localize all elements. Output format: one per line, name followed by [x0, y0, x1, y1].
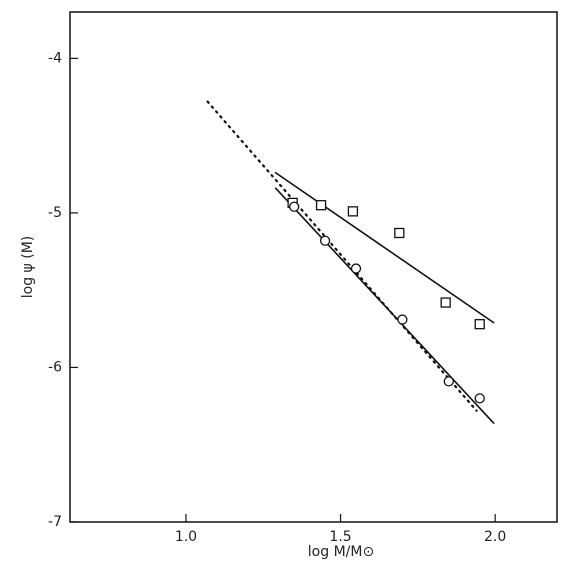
square-point [394, 227, 405, 239]
y-axis-label: log ψ (M) [20, 236, 36, 298]
y-tick-label: -6 [48, 359, 62, 375]
x-tick-label: 1.0 [175, 529, 197, 545]
y-tick-label: -7 [48, 514, 62, 530]
circle-point [350, 263, 362, 274]
fit-line [274, 171, 495, 324]
circle-point [289, 201, 300, 212]
x-tick-label: 2.0 [484, 529, 506, 545]
x-tick-label: 1.5 [329, 529, 351, 545]
square-point [440, 297, 451, 308]
square-point [474, 319, 485, 330]
circle-point [397, 314, 408, 325]
x-axis-label: log M/M⊙ [308, 544, 374, 560]
plot-frame [69, 11, 558, 523]
circle-point [319, 235, 331, 246]
fit-line [206, 100, 478, 412]
square-point [347, 206, 359, 217]
circle-point [443, 376, 454, 387]
circle-point [474, 393, 485, 404]
square-point [315, 200, 327, 211]
y-tick-label: -5 [48, 205, 62, 221]
y-tick-label: -4 [48, 50, 62, 66]
fit-line [274, 187, 495, 424]
